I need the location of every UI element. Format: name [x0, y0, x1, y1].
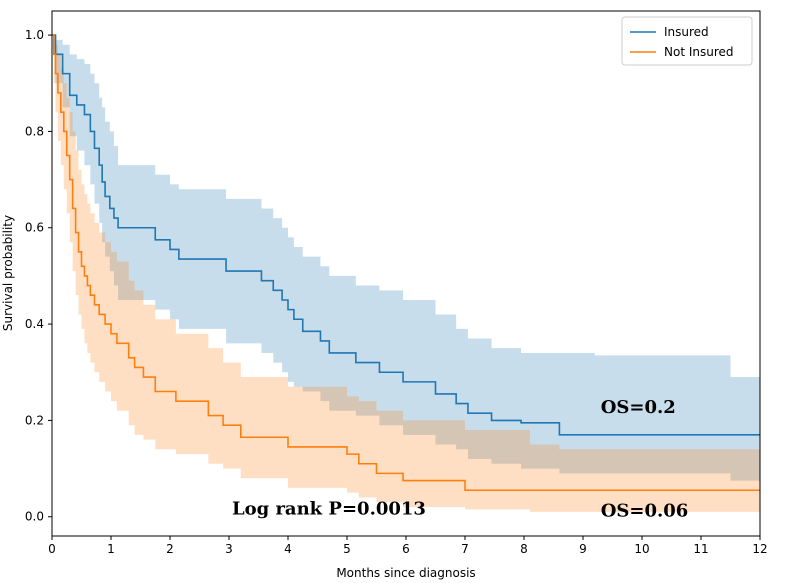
y-axis-label: Survival probability — [1, 215, 15, 331]
x-tick-label: 11 — [693, 542, 708, 556]
x-tick-label: 9 — [579, 542, 587, 556]
legend-box — [621, 16, 753, 66]
x-tick-label: 3 — [225, 542, 233, 556]
x-tick-label: 8 — [520, 542, 528, 556]
insured-survival-line — [52, 34, 760, 436]
not-insured-confidence-band — [52, 35, 760, 512]
x-tick-label: 12 — [752, 542, 767, 556]
y-tick-label: 1.0 — [25, 28, 44, 42]
annotation-text: Log rank P=0.0013 — [232, 498, 426, 519]
y-tick-label: 0.2 — [25, 413, 44, 427]
x-tick-label: 2 — [166, 542, 174, 556]
x-tick-label: 6 — [402, 542, 410, 556]
y-tick-label: 0.6 — [25, 221, 44, 235]
y-tick-label: 0.0 — [25, 510, 44, 524]
annotation-text: OS=0.2 — [601, 397, 676, 418]
y-tick-label: 0.4 — [25, 317, 44, 331]
not-insured-survival-line — [52, 34, 760, 492]
x-tick-label: 1 — [107, 542, 115, 556]
x-tick-label: 4 — [284, 542, 292, 556]
legend-entry: Insured — [664, 25, 709, 39]
y-tick-label: 0.8 — [25, 124, 44, 138]
x-tick-label: 10 — [634, 542, 649, 556]
x-tick-label: 7 — [461, 542, 469, 556]
legend-entry: Not Insured — [664, 45, 734, 59]
insured-confidence-band — [52, 35, 760, 481]
legend: Insured Not Insured — [621, 16, 753, 66]
x-tick-label: 0 — [48, 542, 56, 556]
annotation-text: OS=0.06 — [601, 501, 689, 522]
x-axis-label: Months since diagnosis — [336, 566, 475, 580]
x-tick-label: 5 — [343, 542, 351, 556]
